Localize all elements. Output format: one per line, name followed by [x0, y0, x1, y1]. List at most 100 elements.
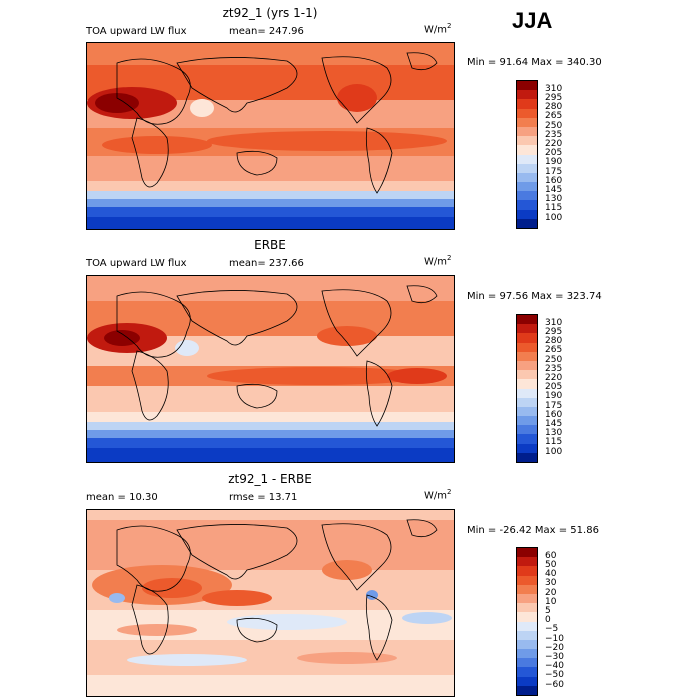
colorbar-swatch	[517, 548, 537, 558]
colorbar-swatch	[517, 182, 537, 192]
colorbar-swatch	[517, 90, 537, 100]
colorbar-swatch	[517, 425, 537, 435]
panel-3-title: zt92_1 - ERBE	[228, 472, 312, 486]
colorbar-level-label: 160	[545, 409, 563, 420]
colorbar-swatch	[517, 434, 537, 444]
colorbar-swatch	[517, 603, 537, 613]
panel-3-minmax: Min = -26.42 Max = 51.86	[467, 525, 599, 536]
colorbar-swatch	[517, 667, 537, 677]
colorbar-swatch	[517, 639, 537, 650]
colorbar-swatch	[517, 191, 537, 201]
panel-2-map-field	[87, 276, 454, 462]
colorbar-swatch	[517, 685, 537, 695]
colorbar-swatch	[517, 593, 537, 604]
panel-1-colorbar	[516, 80, 538, 229]
colorbar-swatch	[517, 630, 537, 640]
panel-3-rmse: rmse = 13.71	[229, 492, 298, 503]
colorbar-swatch	[517, 145, 537, 155]
panel-3-map	[86, 509, 455, 697]
panel-1-units: W/m2	[424, 22, 452, 36]
colorbar-swatch	[517, 163, 537, 173]
colorbar-swatch	[517, 81, 537, 91]
colorbar-swatch	[517, 658, 537, 668]
colorbar-swatch	[517, 333, 537, 343]
panel-1-title: zt92_1 (yrs 1-1)	[222, 6, 318, 20]
colorbar-level-label: 280	[545, 336, 563, 347]
colorbar-level-label: 265	[545, 111, 563, 122]
colorbar-swatch	[517, 557, 537, 567]
panel-2-minmax: Min = 97.56 Max = 323.74	[467, 291, 602, 302]
colorbar-swatch	[517, 621, 537, 631]
colorbar-level-label: 40	[545, 569, 557, 580]
colorbar-level-label: 250	[545, 120, 563, 131]
colorbar-swatch	[517, 397, 537, 407]
panel-2-colorbar	[516, 314, 538, 463]
colorbar-swatch	[517, 126, 537, 137]
colorbar-swatch	[517, 452, 537, 462]
colorbar-level-label: 220	[545, 372, 563, 383]
colorbar-swatch	[517, 443, 537, 453]
colorbar-level-label: 265	[545, 345, 563, 356]
colorbar-level-label: −20	[545, 642, 564, 653]
colorbar-swatch	[517, 575, 537, 585]
panel-2-title: ERBE	[254, 238, 286, 252]
colorbar-swatch	[517, 136, 537, 146]
colorbar-level-label: 60	[545, 550, 557, 561]
colorbar-level-label: 0	[545, 615, 551, 626]
colorbar-level-label: 220	[545, 138, 563, 149]
colorbar-swatch	[517, 315, 537, 325]
colorbar-level-label: 50	[545, 559, 557, 570]
colorbar-swatch	[517, 388, 537, 398]
season-label: JJA	[512, 8, 553, 33]
colorbar-swatch	[517, 108, 537, 118]
colorbar-swatch	[517, 200, 537, 210]
panel-2-field-label: TOA upward LW flux	[86, 258, 187, 269]
colorbar-level-label: 250	[545, 354, 563, 365]
colorbar-level-label: 310	[545, 83, 563, 94]
colorbar-level-label: −50	[545, 670, 564, 681]
colorbar-level-label: 10	[545, 596, 557, 607]
colorbar-level-label: 190	[545, 391, 563, 402]
colorbar-level-label: 235	[545, 363, 563, 374]
colorbar-swatch	[517, 370, 537, 380]
panel-1-minmax: Min = 91.64 Max = 340.30	[467, 57, 602, 68]
colorbar-level-label: 175	[545, 166, 563, 177]
colorbar-swatch	[517, 154, 537, 164]
colorbar-level-label: 100	[545, 212, 563, 223]
colorbar-level-label: 145	[545, 418, 563, 429]
colorbar-level-label: 310	[545, 317, 563, 328]
colorbar-level-label: 130	[545, 428, 563, 439]
colorbar-level-label: 20	[545, 587, 557, 598]
colorbar-swatch	[517, 612, 537, 622]
colorbar-level-label: 295	[545, 92, 563, 103]
colorbar-level-label: 30	[545, 578, 557, 589]
colorbar-level-label: 205	[545, 148, 563, 159]
panel-2-mean: mean= 237.66	[229, 258, 304, 269]
colorbar-swatch	[517, 209, 537, 219]
colorbar-swatch	[517, 351, 537, 361]
panel-1-mean: mean= 247.96	[229, 26, 304, 37]
panel-3-units: W/m2	[424, 488, 452, 502]
colorbar-swatch	[517, 566, 537, 576]
colorbar-swatch	[517, 379, 537, 389]
colorbar-level-label: 280	[545, 102, 563, 113]
colorbar-level-label: 5	[545, 605, 551, 616]
colorbar-level-label: −40	[545, 661, 564, 672]
colorbar-swatch	[517, 342, 537, 352]
colorbar-swatch	[517, 360, 537, 371]
colorbar-swatch	[517, 584, 537, 594]
colorbar-level-label: 235	[545, 129, 563, 140]
colorbar-level-label: 145	[545, 184, 563, 195]
colorbar-swatch	[517, 172, 537, 183]
colorbar-level-label: −10	[545, 633, 564, 644]
panel-1-map-field	[87, 43, 454, 229]
panel-3-mean: mean = 10.30	[86, 492, 158, 503]
colorbar-swatch	[517, 218, 537, 228]
colorbar-level-label: 190	[545, 157, 563, 168]
colorbar-level-label: −5	[545, 624, 559, 635]
panel-3-colorbar	[516, 547, 538, 696]
colorbar-swatch	[517, 117, 537, 127]
colorbar-level-label: 175	[545, 400, 563, 411]
colorbar-level-label: 160	[545, 175, 563, 186]
colorbar-swatch	[517, 99, 537, 109]
